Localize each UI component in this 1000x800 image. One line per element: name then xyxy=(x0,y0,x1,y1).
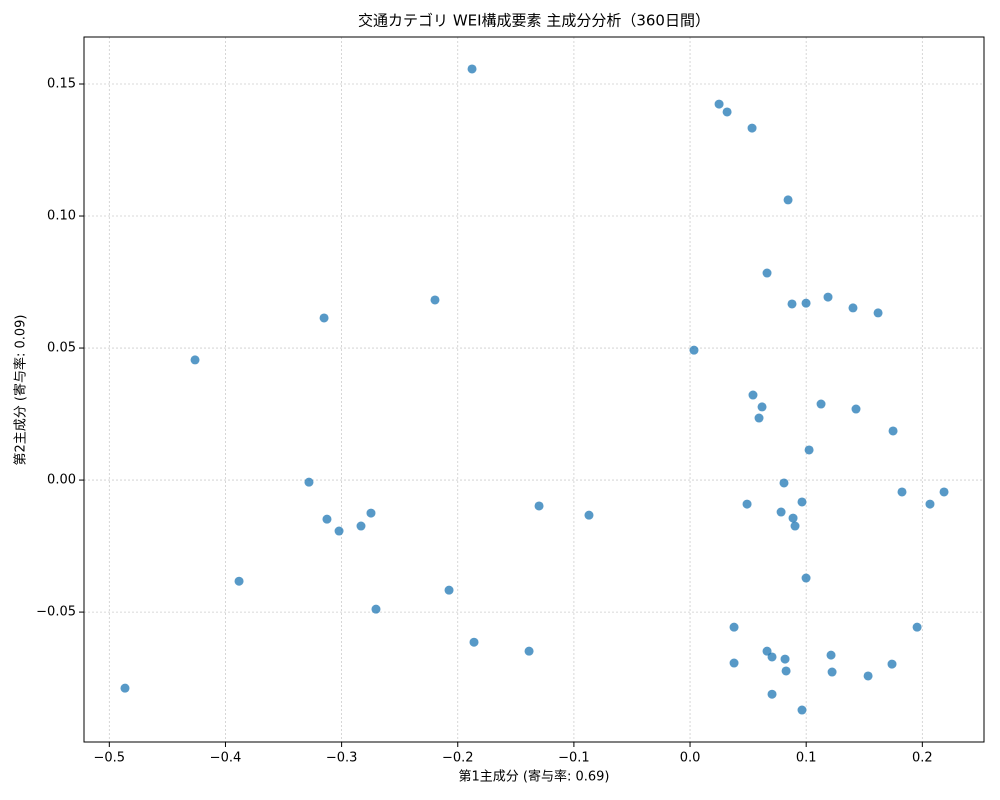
x-axis-label: 第1主成分 (寄与率: 0.69) xyxy=(458,769,609,785)
point xyxy=(742,499,752,509)
point xyxy=(689,345,699,355)
point xyxy=(781,666,791,676)
point xyxy=(120,683,130,693)
point xyxy=(767,652,777,662)
point xyxy=(851,404,861,414)
point xyxy=(524,646,534,656)
point xyxy=(371,604,381,614)
point xyxy=(788,513,798,523)
x-tick-label: −0.1 xyxy=(558,751,590,766)
point xyxy=(747,123,757,133)
point xyxy=(319,313,329,323)
point xyxy=(722,107,732,117)
point xyxy=(757,402,767,412)
x-tick-label: −0.2 xyxy=(442,751,474,766)
point xyxy=(334,526,344,536)
point xyxy=(925,499,935,509)
x-tick-label: −0.3 xyxy=(326,751,358,766)
y-tick-label: 0.10 xyxy=(47,209,76,224)
point xyxy=(304,477,314,487)
point xyxy=(801,298,811,308)
point xyxy=(912,622,922,632)
chart-title: 交通カテゴリ WEI構成要素 主成分分析（360日間） xyxy=(358,12,710,30)
point xyxy=(356,521,366,531)
x-tick-label: −0.4 xyxy=(210,751,242,766)
y-tick-label: 0.15 xyxy=(47,77,76,92)
point xyxy=(322,514,332,524)
point xyxy=(816,399,826,409)
y-tick-label: 0.05 xyxy=(47,341,76,356)
point xyxy=(797,497,807,507)
point xyxy=(729,658,739,668)
point xyxy=(823,292,833,302)
y-tick-label: 0.00 xyxy=(47,473,76,488)
point xyxy=(190,355,200,365)
point xyxy=(748,390,758,400)
point xyxy=(804,445,814,455)
point xyxy=(897,487,907,497)
point xyxy=(234,576,244,586)
point xyxy=(939,487,949,497)
point xyxy=(801,573,811,583)
point xyxy=(779,478,789,488)
point xyxy=(430,295,440,305)
point xyxy=(762,268,772,278)
x-tick-label: −0.5 xyxy=(94,751,126,766)
x-tick-label: 0.1 xyxy=(796,751,817,766)
point xyxy=(887,659,897,669)
point xyxy=(888,426,898,436)
y-tick-label: −0.05 xyxy=(36,605,76,620)
point xyxy=(873,308,883,318)
point xyxy=(790,521,800,531)
point xyxy=(729,622,739,632)
point xyxy=(467,64,477,74)
point xyxy=(714,99,724,109)
x-tick-label: 0.0 xyxy=(680,751,701,766)
point xyxy=(848,303,858,313)
point xyxy=(754,413,764,423)
plot-frame xyxy=(83,36,985,743)
point xyxy=(584,510,594,520)
point xyxy=(783,195,793,205)
point xyxy=(469,637,479,647)
point xyxy=(366,508,376,518)
y-axis-label: 第2主成分 (寄与率: 0.09) xyxy=(13,314,29,465)
point xyxy=(863,671,873,681)
point xyxy=(444,585,454,595)
x-tick-label: 0.2 xyxy=(912,751,933,766)
point xyxy=(780,654,790,664)
point xyxy=(534,501,544,511)
point xyxy=(797,705,807,715)
point xyxy=(776,507,786,517)
point xyxy=(827,667,837,677)
point xyxy=(767,689,777,699)
point xyxy=(787,299,797,309)
point xyxy=(826,650,836,660)
